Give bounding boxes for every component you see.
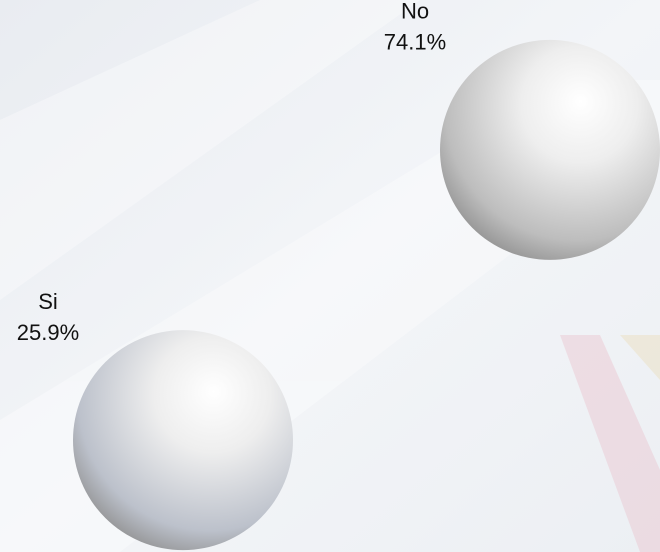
value-label: 74.1%: [384, 30, 446, 55]
category-label: No: [401, 0, 429, 24]
bubble: [440, 39, 660, 260]
bubble: [73, 330, 293, 551]
category-label: Si: [38, 289, 58, 314]
watermark: [560, 335, 660, 552]
value-label: 25.9%: [17, 320, 79, 345]
